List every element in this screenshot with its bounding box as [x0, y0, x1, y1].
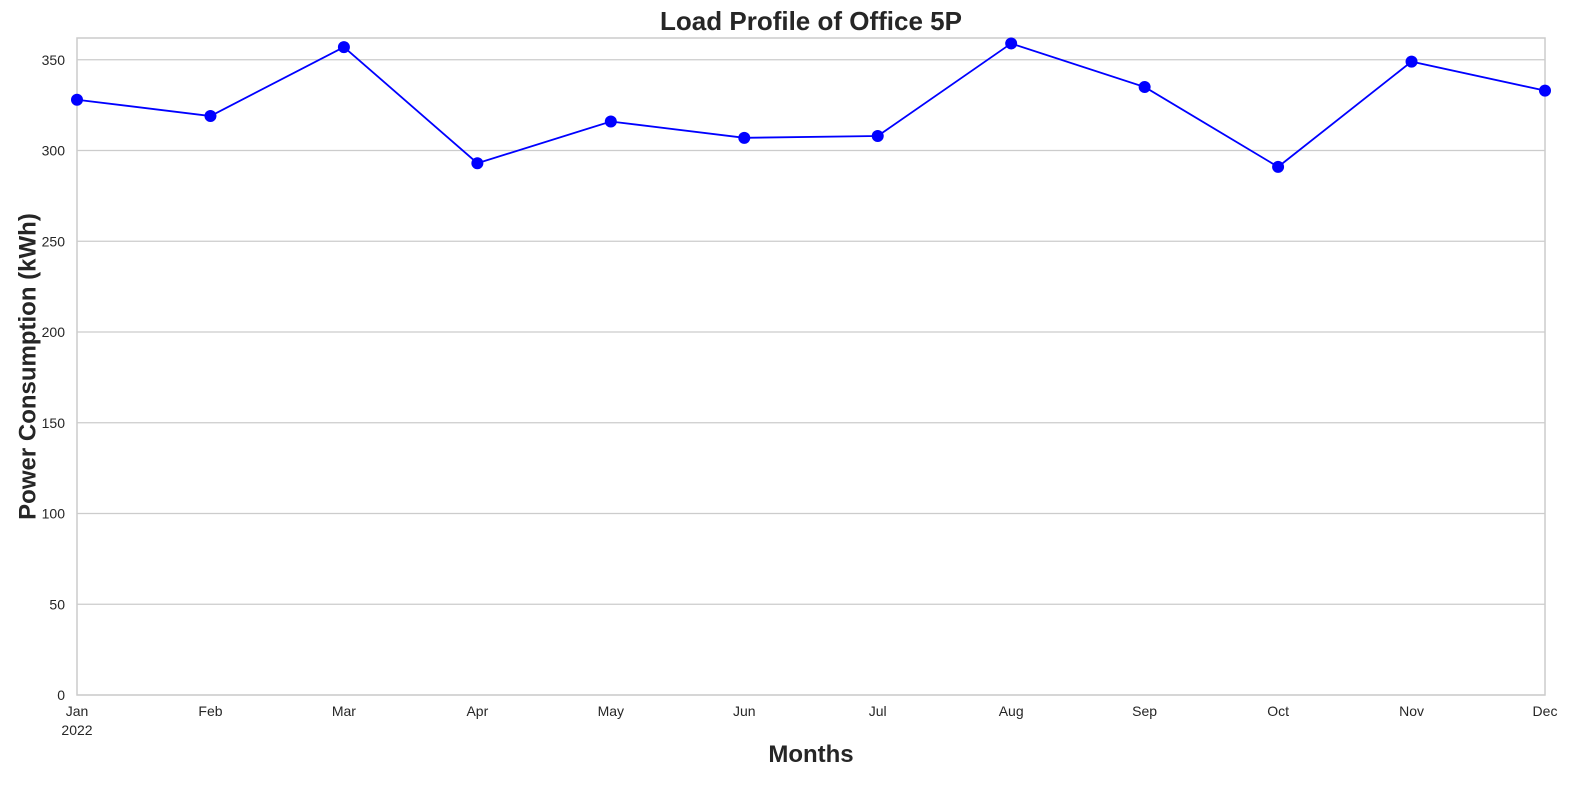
x-tick-label: Mar	[332, 703, 356, 719]
x-tick-label: Jul	[869, 703, 887, 719]
gridlines	[77, 59, 1545, 696]
x-tick-label: May	[598, 703, 624, 719]
data-point	[71, 93, 83, 106]
y-tick-label: 200	[42, 324, 66, 340]
y-tick-label: 50	[49, 596, 65, 612]
data-point	[1005, 37, 1018, 50]
chart-title: Load Profile of Office 5P	[660, 6, 962, 36]
y-axis-label: Power Consumption (kWh)	[14, 213, 41, 520]
data-point	[1405, 55, 1418, 68]
x-tick-label: Oct	[1267, 703, 1289, 719]
x-tick-label: Aug	[999, 703, 1024, 719]
y-tick-label: 100	[42, 506, 66, 522]
y-tick-label: 0	[57, 687, 65, 703]
data-point	[604, 115, 617, 128]
plot-frame	[76, 37, 1546, 696]
x-tick-label: Feb	[198, 703, 222, 719]
data-point	[1272, 160, 1285, 173]
series-layer	[71, 37, 1551, 173]
data-point	[471, 157, 484, 170]
data-point	[204, 110, 217, 123]
data-point	[1138, 81, 1151, 94]
x-tick-label: Nov	[1399, 703, 1424, 719]
y-tick-label: 250	[42, 233, 66, 249]
x-axis-label: Months	[768, 741, 853, 768]
data-point	[871, 130, 884, 143]
data-point	[1539, 84, 1551, 97]
x-tick-label: Sep	[1132, 703, 1157, 719]
series-line	[76, 42, 1546, 168]
x-tick-label: Dec	[1533, 703, 1558, 719]
x-tick-labels: Jan Feb Mar Apr May Jun Jul Aug Sep Oct Nov Dec 2022	[61, 703, 1557, 738]
x-tick-label: Apr	[466, 703, 488, 719]
data-point	[337, 41, 350, 54]
x-tick-label: Jun	[733, 703, 756, 719]
y-tick-label: 150	[42, 415, 66, 431]
y-tick-label: 350	[42, 52, 66, 68]
y-tick-labels: 0 50 100 150 200 250 300 350	[42, 52, 66, 703]
y-tick-label: 300	[42, 143, 66, 159]
x-tick-year-label: 2022	[61, 722, 92, 738]
data-point	[738, 131, 751, 144]
x-tick-label: Jan	[66, 703, 89, 719]
